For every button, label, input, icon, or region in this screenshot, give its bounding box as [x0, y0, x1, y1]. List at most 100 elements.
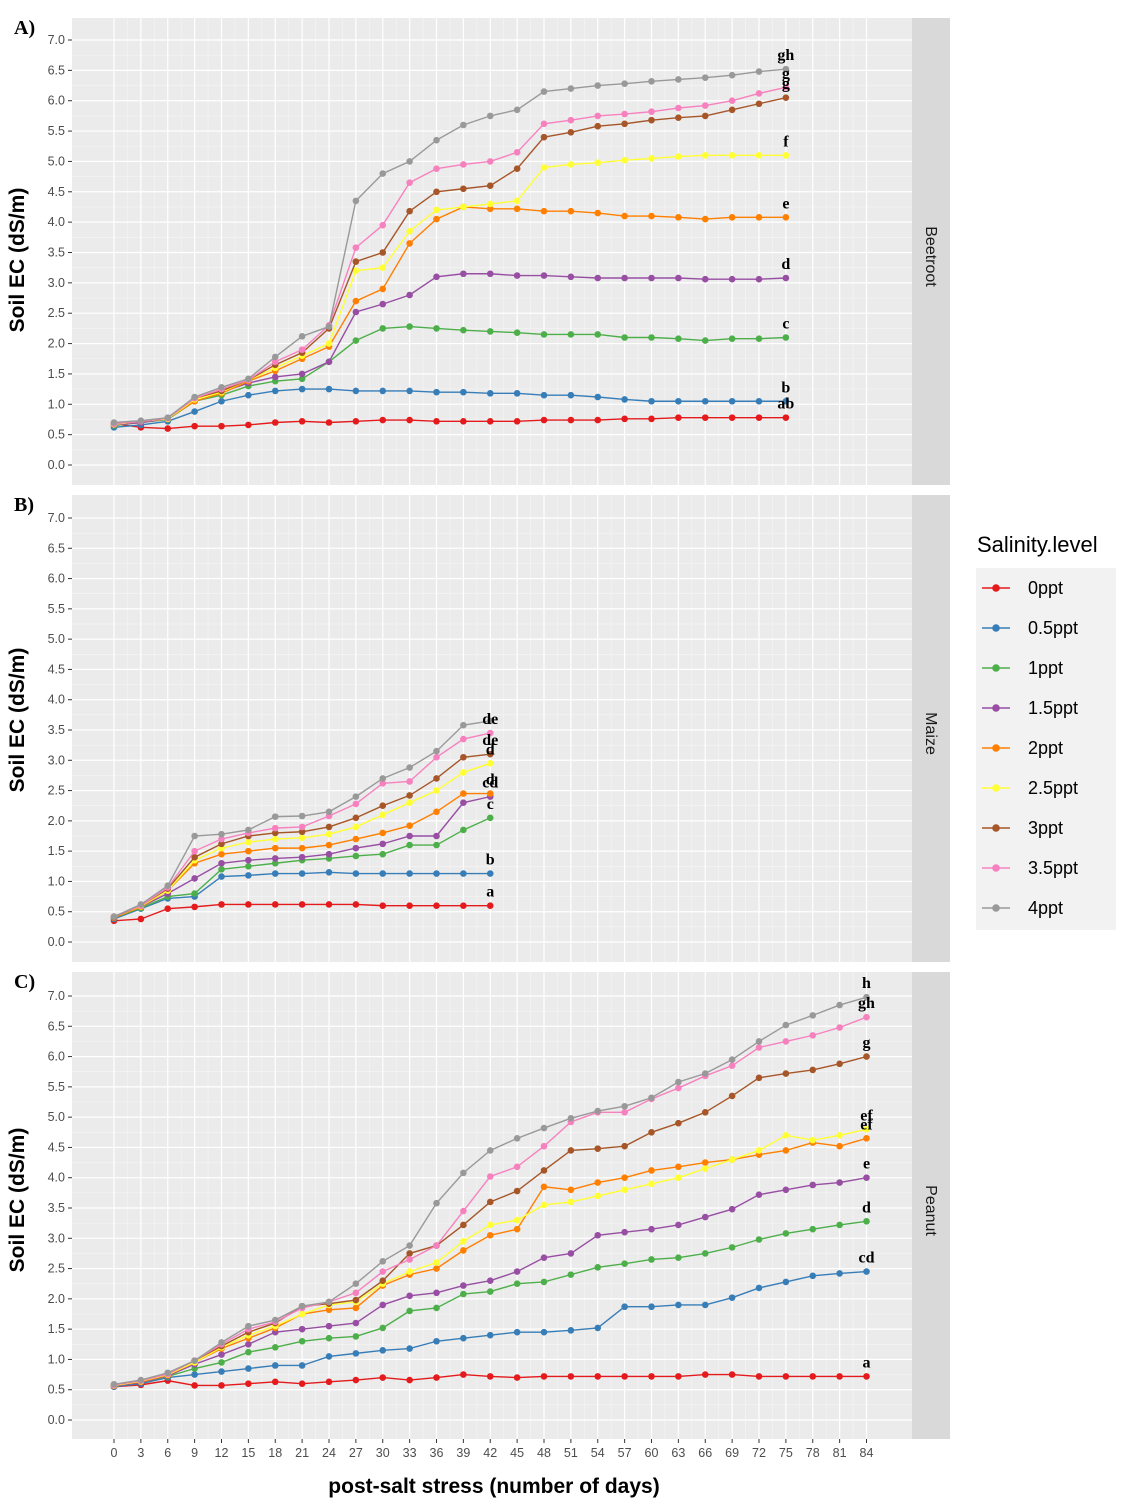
data-point: [352, 1333, 360, 1340]
y-tick-label: 0.5: [48, 905, 65, 919]
data-point: [809, 1136, 817, 1144]
legend-item-2ppt: 2ppt: [982, 738, 1063, 758]
x-tick-label: 9: [191, 1446, 198, 1460]
data-point: [325, 1353, 333, 1360]
x-tick-label: 15: [241, 1446, 255, 1460]
data-point: [433, 1199, 440, 1207]
data-point: [675, 1301, 682, 1309]
series-line: [113, 388, 786, 429]
data-point: [325, 340, 333, 347]
data-point: [621, 396, 628, 403]
legend-key-point: [992, 624, 1000, 632]
data-point: [621, 1102, 628, 1110]
data-point: [782, 1230, 790, 1237]
data-point: [513, 1163, 521, 1171]
y-tick-label: 4.5: [48, 662, 65, 676]
significance-letter: g: [782, 65, 790, 82]
y-tick-label: 5.0: [48, 632, 65, 646]
significance-letter: cd: [859, 1250, 875, 1267]
data-point: [594, 1145, 602, 1152]
y-tick-label: 2.0: [48, 337, 65, 351]
x-tick-label: 45: [510, 1446, 524, 1460]
series-line: [113, 416, 786, 430]
data-point: [325, 323, 333, 330]
data-point: [540, 1373, 548, 1380]
data-point: [325, 869, 333, 876]
data-point: [755, 1236, 763, 1243]
data-point: [701, 1165, 709, 1172]
data-point: [675, 1373, 682, 1380]
data-point: [782, 1038, 790, 1045]
data-point: [298, 370, 306, 378]
data-point: [245, 1348, 252, 1356]
data-point: [782, 397, 790, 405]
data-point: [621, 1260, 628, 1268]
data-point: [433, 1374, 440, 1381]
legend-key-point: [992, 664, 1000, 672]
legend-key-point: [992, 864, 1000, 872]
y-tick-label: 6.0: [48, 94, 65, 108]
data-point: [728, 71, 736, 79]
data-point: [809, 1181, 817, 1189]
data-point: [406, 387, 413, 395]
data-point: [567, 391, 575, 399]
data-point: [298, 375, 306, 383]
data-point: [245, 391, 252, 399]
data-point: [460, 1282, 467, 1289]
data-point: [406, 799, 413, 806]
data-point: [648, 1167, 655, 1174]
data-point: [513, 1216, 521, 1224]
data-point: [648, 108, 655, 115]
data-point: [325, 1378, 333, 1386]
data-point: [406, 1250, 413, 1257]
y-tick-label: 5.0: [48, 1110, 65, 1124]
x-tick-label: 12: [215, 1446, 229, 1460]
data-point: [352, 1350, 360, 1357]
y-tick-label: 5.0: [48, 154, 65, 168]
data-point: [191, 1371, 198, 1378]
data-point: [621, 1228, 628, 1236]
data-point: [621, 212, 628, 220]
data-point: [594, 112, 602, 120]
data-point: [379, 249, 387, 256]
data-point: [728, 1056, 736, 1063]
data-point: [701, 1213, 709, 1221]
x-tick-label: 51: [564, 1446, 578, 1460]
data-point: [352, 1296, 360, 1304]
data-point: [245, 1380, 252, 1387]
data-point: [621, 156, 628, 164]
data-point: [648, 77, 655, 85]
data-point: [352, 793, 360, 800]
data-point: [675, 1221, 682, 1229]
data-point: [621, 110, 628, 118]
data-point: [271, 387, 279, 395]
significance-letter: cd: [482, 775, 498, 792]
data-point: [352, 1280, 360, 1288]
data-point: [809, 1225, 817, 1233]
data-point: [379, 1277, 387, 1284]
data-point: [594, 393, 602, 401]
y-tick-label: 3.0: [48, 276, 65, 290]
series-0.5ppt: [110, 869, 494, 923]
data-point: [648, 274, 655, 282]
data-point: [433, 325, 440, 332]
data-point: [486, 182, 494, 190]
data-point: [594, 274, 602, 282]
data-point: [352, 297, 360, 305]
data-point: [782, 334, 790, 341]
data-point: [110, 913, 118, 920]
data-point: [379, 387, 387, 395]
significance-letter: ab: [777, 396, 794, 413]
data-point: [379, 1268, 387, 1275]
data-point: [755, 1038, 763, 1045]
data-point: [648, 1256, 655, 1263]
data-point: [218, 850, 225, 858]
data-point: [782, 274, 790, 282]
data-point: [863, 1218, 870, 1225]
data-point: [755, 335, 763, 343]
data-point: [325, 830, 333, 838]
data-point: [809, 1032, 817, 1039]
data-point: [701, 1070, 709, 1077]
data-point: [164, 414, 172, 421]
data-point: [809, 1373, 817, 1380]
